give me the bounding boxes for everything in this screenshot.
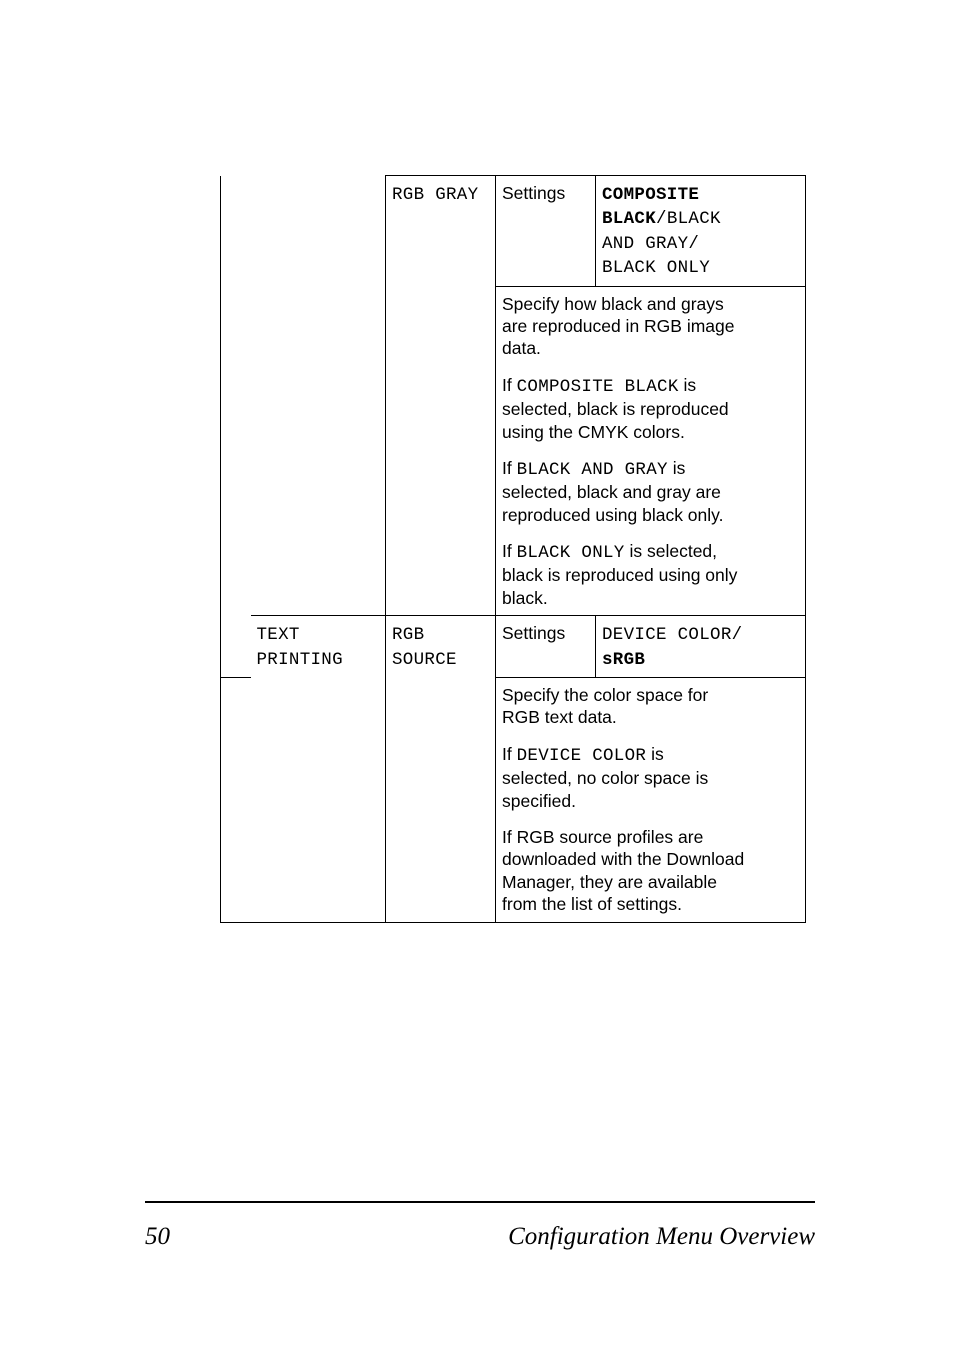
page-number: 50 [145,1223,170,1251]
desc-text: is [646,744,664,764]
desc-text: using the CMYK colors. [502,422,685,442]
desc-text: black. [502,588,548,608]
param-name-cell: RGB GRAY [386,176,496,616]
settings-value: /BLACK [656,209,721,229]
desc-text: is [668,458,686,478]
desc-text: RGB text data. [502,707,617,727]
blank-cell [221,176,251,287]
settings-value: AND GRAY/ [602,234,699,254]
param-name-cell: RGB SOURCE [386,616,496,922]
desc-text: BLACK ONLY [517,543,625,563]
settings-table: RGB GRAY Settings COMPOSITE BLACK/BLACK … [220,175,806,923]
desc-text: BLACK AND GRAY [517,460,668,480]
desc-text: selected, no color space is [502,768,708,788]
desc-text: specified. [502,791,576,811]
blank-cell [221,678,251,923]
settings-label: Settings [502,623,565,643]
desc-text: is [679,375,697,395]
desc-text: downloaded with the Download [502,849,744,869]
desc-text: is selected, [625,541,717,561]
desc-text: Manager, they are available [502,872,717,892]
desc-text: COMPOSITE BLACK [517,377,679,397]
page-footer: 50 Configuration Menu Overview [145,1223,815,1251]
settings-value-cell: DEVICE COLOR/ sRGB [596,616,806,678]
page: RGB GRAY Settings COMPOSITE BLACK/BLACK … [0,0,954,1351]
footer-rule [145,1201,815,1203]
blank-cell [221,616,251,678]
desc-text: selected, black and gray are [502,482,721,502]
blank-cell [251,176,386,287]
desc-text: Specify the color space for [502,685,708,705]
param-group-cell: TEXT PRINTING [251,616,386,922]
desc-text: Specify how black and grays [502,294,724,314]
footer-title: Configuration Menu Overview [508,1223,815,1251]
settings-value: DEVICE COLOR/ [602,625,742,645]
desc-text: If [502,375,517,395]
desc-text: reproduced using black only. [502,505,723,525]
table-row: RGB GRAY Settings COMPOSITE BLACK/BLACK … [221,176,806,287]
desc-text: If [502,744,517,764]
table-row: TEXT PRINTING RGB SOURCE Settings DEVICE… [221,616,806,678]
param-group: TEXT PRINTING [257,625,343,669]
table-row: Specify how black and grays are reproduc… [221,286,806,616]
settings-label-cell: Settings [496,176,596,287]
settings-label: Settings [502,183,565,203]
desc-text: data. [502,338,541,358]
param-name: RGB GRAY [392,185,478,205]
blank-cell [221,286,251,616]
settings-value: COMPOSITE [602,185,699,205]
desc-text: selected, black is reproduced [502,399,729,419]
desc-text: from the list of settings. [502,894,682,914]
settings-value-cell: COMPOSITE BLACK/BLACK AND GRAY/ BLACK ON… [596,176,806,287]
desc-text: are reproduced in RGB image [502,316,734,336]
param-name: RGB SOURCE [392,625,457,669]
settings-label-cell: Settings [496,616,596,678]
description-cell: Specify the color space for RGB text dat… [496,678,806,923]
settings-value: BLACK ONLY [602,258,710,278]
settings-value: BLACK [602,209,656,229]
description-cell: Specify how black and grays are reproduc… [496,286,806,616]
desc-text: If RGB source profiles are [502,827,703,847]
desc-text: If [502,458,517,478]
desc-text: If [502,541,517,561]
desc-text: DEVICE COLOR [517,746,647,766]
settings-table-wrap: RGB GRAY Settings COMPOSITE BLACK/BLACK … [220,175,805,923]
settings-value: sRGB [602,650,645,670]
blank-cell [251,286,386,616]
desc-text: black is reproduced using only [502,565,737,585]
